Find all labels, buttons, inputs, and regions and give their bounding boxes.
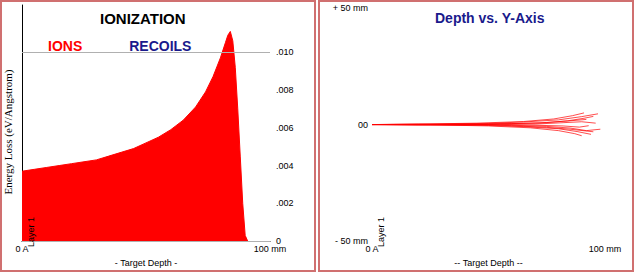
svg-text:0 A: 0 A	[365, 243, 379, 254]
svg-text:RECOILS: RECOILS	[129, 38, 191, 54]
svg-text:.008: .008	[276, 85, 294, 95]
svg-text:-- Target Depth --: -- Target Depth --	[454, 258, 522, 268]
svg-text:.004: .004	[276, 161, 294, 171]
svg-text:Layer 1: Layer 1	[376, 217, 386, 247]
svg-text:0: 0	[276, 236, 281, 247]
svg-text:Energy Loss (eV/Angstrom): Energy Loss (eV/Angstrom)	[2, 69, 15, 194]
svg-text:IONS: IONS	[48, 38, 82, 54]
svg-text:0 A: 0 A	[15, 243, 29, 254]
svg-text:.006: .006	[276, 123, 294, 133]
svg-text:Depth vs. Y-Axis: Depth vs. Y-Axis	[435, 10, 545, 26]
svg-text:Layer 1: Layer 1	[26, 217, 36, 247]
svg-text:- 50 mm: - 50 mm	[335, 236, 368, 246]
svg-text:IONIZATION: IONIZATION	[100, 10, 186, 27]
svg-text:100 mm: 100 mm	[254, 244, 287, 254]
svg-text:+ 50 mm: + 50 mm	[333, 3, 368, 13]
svg-text:- Target Depth -: - Target Depth -	[115, 258, 177, 268]
svg-text:.010: .010	[276, 47, 294, 57]
svg-text:100 mm: 100 mm	[589, 244, 622, 254]
svg-text:00: 00	[358, 120, 368, 130]
svg-text:.002: .002	[276, 198, 294, 208]
